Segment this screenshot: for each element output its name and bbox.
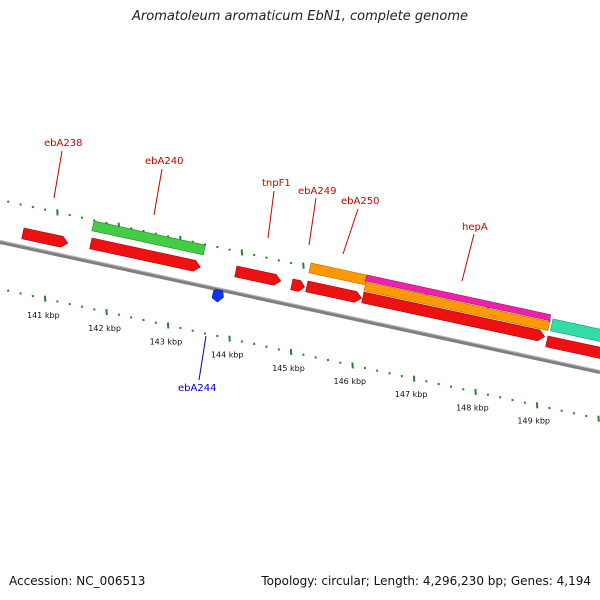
gene-arrow — [234, 265, 282, 286]
leader-ebA250 — [342, 208, 359, 255]
scale-label: 141 kbp — [27, 311, 60, 320]
gene-arrow — [211, 289, 224, 303]
label-ebA244[interactable]: ebA244 — [178, 383, 216, 394]
leader-ebA240 — [153, 168, 163, 216]
gene-hepA-orange[interactable] — [363, 281, 551, 331]
label-ebA238[interactable]: ebA238 — [44, 138, 82, 149]
gene-ebA244[interactable] — [211, 289, 224, 303]
scale-label: 146 kbp — [334, 377, 367, 386]
gene-ebA250[interactable] — [361, 291, 546, 342]
scale-label: 147 kbp — [395, 390, 428, 399]
gene-bar — [91, 220, 206, 256]
summary-text: Topology: circular; Length: 4,296,230 bp… — [261, 574, 591, 588]
gene-ebA240-green[interactable] — [91, 220, 206, 256]
gene-teal[interactable] — [550, 318, 600, 344]
gene-ebA249-orange[interactable] — [308, 262, 368, 286]
scale-labels: 141 kbp 142 kbp 143 kbp 144 kbp 145 kbp 146 k… — [27, 311, 550, 426]
gene-arrow — [361, 291, 546, 342]
label-ebA249[interactable]: ebA249 — [298, 186, 336, 197]
leader-ebA244 — [198, 335, 207, 381]
gene-left-of-tnpF1[interactable] — [234, 265, 282, 286]
gene-bar — [308, 262, 368, 286]
leader-hepA — [461, 233, 475, 282]
gene-arrow — [290, 278, 305, 292]
scale-label: 149 kbp — [517, 417, 550, 426]
gene-ebA240[interactable] — [89, 237, 202, 272]
gene-arrow — [305, 280, 363, 303]
label-ebA250[interactable]: ebA250 — [341, 196, 379, 207]
label-ebA240[interactable]: ebA240 — [145, 156, 183, 167]
map-title: Aromatoleum aromaticum EbN1, complete ge… — [132, 9, 468, 24]
scale-label: 145 kbp — [272, 364, 305, 373]
leader-tnpF1 — [267, 190, 275, 239]
scale-tick-track — [7, 289, 600, 422]
gene-arrow — [545, 335, 600, 362]
gene-bar — [550, 318, 600, 344]
gene-tnpF1[interactable] — [290, 278, 306, 292]
gene-bar — [363, 281, 551, 331]
leader-ebA249 — [308, 197, 317, 246]
leader-ebA238 — [53, 150, 63, 199]
gene-arrow — [89, 237, 201, 272]
label-tnpF1[interactable]: tnpF1 — [262, 178, 291, 189]
gene-ebA249[interactable] — [305, 280, 363, 304]
genome-backbone-highlight — [0, 240, 600, 371]
gene-arrow — [21, 227, 69, 248]
gene-right-red[interactable] — [545, 335, 600, 363]
genome-backbone — [0, 240, 600, 374]
scale-label: 144 kbp — [211, 351, 244, 360]
scale-label: 143 kbp — [150, 337, 183, 346]
scale-label: 142 kbp — [88, 324, 121, 333]
label-hepA[interactable]: hepA — [462, 222, 488, 233]
gene-hepA-pink[interactable] — [365, 274, 552, 321]
scale-label: 148 kbp — [456, 403, 489, 412]
gene-bar — [365, 274, 552, 321]
gene-ebA238[interactable] — [21, 227, 69, 248]
accession-text: Accession: NC_006513 — [9, 574, 146, 588]
